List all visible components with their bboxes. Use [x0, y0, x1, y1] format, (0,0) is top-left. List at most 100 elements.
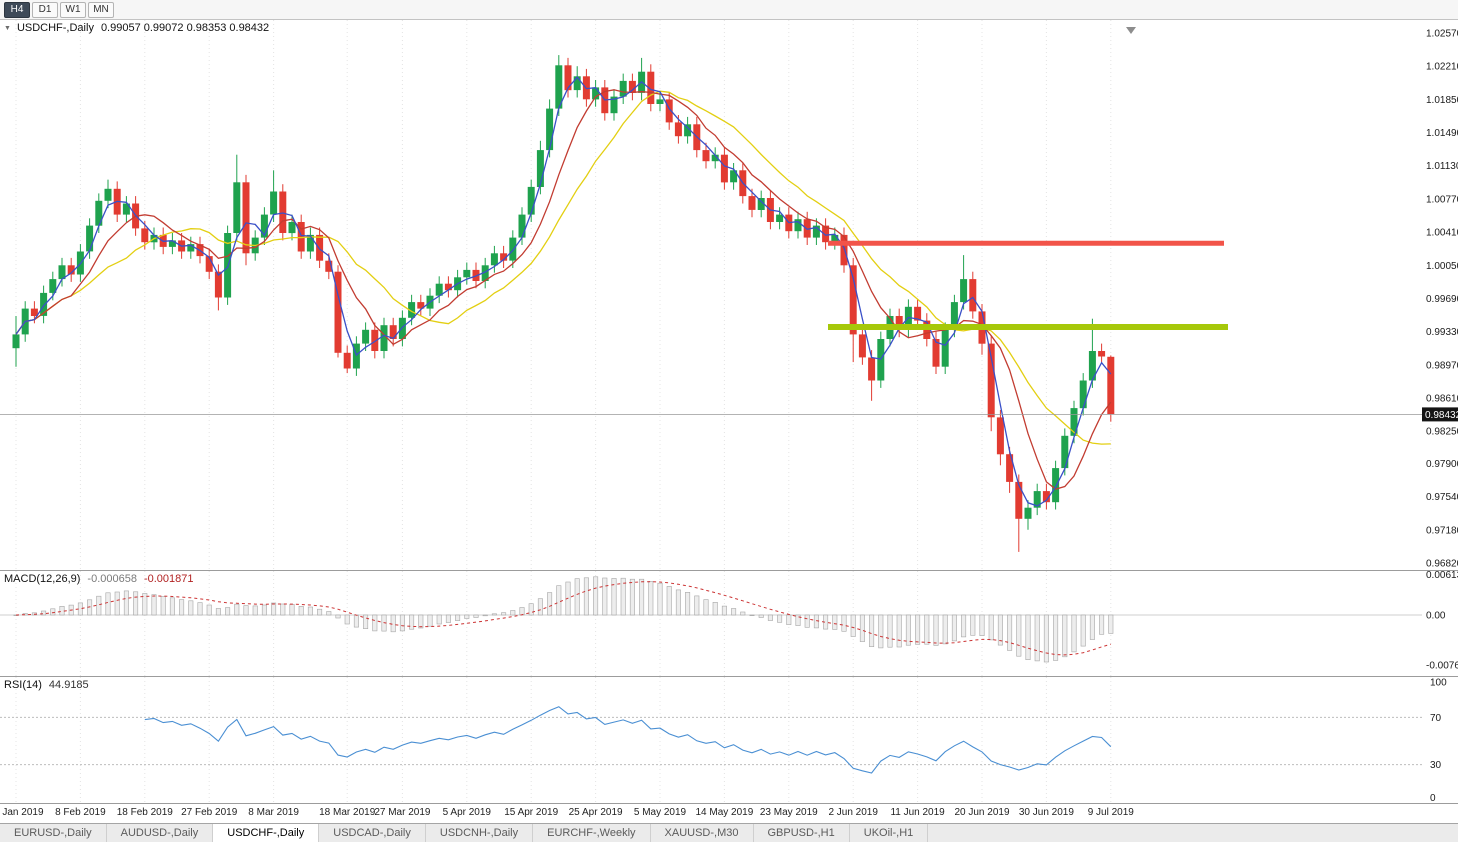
candle: [95, 200, 103, 226]
price-axis-label: 1.01490: [1426, 128, 1458, 139]
candle: [122, 203, 130, 215]
macd-canvas[interactable]: 0.00613 0.00 -0.00761: [0, 571, 1458, 676]
macd-histogram-bar: [767, 614, 773, 621]
macd-histogram-bar: [786, 614, 792, 625]
macd-histogram-bar: [1034, 614, 1040, 662]
candle: [518, 214, 526, 238]
candle: [1042, 491, 1050, 503]
candle: [564, 65, 572, 91]
macd-histogram-bar: [519, 607, 525, 616]
candle: [840, 234, 848, 266]
macd-histogram-bar: [841, 614, 847, 632]
candle: [362, 329, 370, 344]
candle: [141, 228, 149, 243]
candle: [996, 417, 1004, 455]
tab-eurusd-daily[interactable]: EURUSD-,Daily: [0, 824, 107, 842]
macd-axis-label: 0.00613: [1426, 571, 1458, 581]
macd-histogram-bar: [261, 604, 267, 616]
ma-line-3: [15, 76, 1112, 507]
date-axis[interactable]: 30 Jan 2019 8 Feb 2019 18 Feb 2019 27 Feb 2…: [0, 804, 1458, 823]
candle: [877, 339, 885, 381]
rsi-indicator-panel[interactable]: RSI(14) 44.9185 100 70 30 0: [0, 677, 1458, 804]
macd-histogram-bar: [160, 596, 166, 616]
timeframe-toolbar: H4 D1 W1 MN: [0, 0, 1458, 20]
candle: [647, 71, 655, 104]
macd-histogram-bar: [179, 599, 185, 616]
candle: [1098, 351, 1106, 357]
candle: [352, 343, 360, 369]
tab-gbpusd-h1[interactable]: GBPUSD-,H1: [754, 824, 850, 842]
candle: [932, 339, 940, 367]
candle: [233, 182, 241, 233]
tab-eurchf-weekly[interactable]: EURCHF-,Weekly: [533, 824, 651, 842]
tab-audusd-daily[interactable]: AUDUSD-,Daily: [107, 824, 214, 842]
date-label: 14 May 2019: [695, 807, 754, 818]
candle: [960, 279, 968, 303]
ma-line-13: [15, 90, 1111, 445]
chart-shift-icon[interactable]: [1126, 27, 1136, 34]
candle: [297, 222, 305, 252]
macd-histogram-bar: [114, 591, 120, 616]
macd-histogram-bar: [307, 606, 313, 616]
macd-histogram-bar: [869, 614, 875, 648]
timeframe-button-mn[interactable]: MN: [88, 1, 114, 18]
macd-histogram-bar: [1108, 614, 1114, 634]
rsi-label: RSI(14): [4, 679, 42, 691]
candle: [316, 234, 324, 261]
macd-histogram-bar: [795, 614, 801, 626]
macd-histogram-bar: [703, 599, 709, 616]
candle: [573, 76, 581, 91]
candle: [49, 279, 57, 293]
main-chart-panel[interactable]: ▼ USDCHF-,Daily 0.99057 0.99072 0.98353 …: [0, 20, 1458, 571]
candle: [371, 329, 379, 351]
macd-histogram-bar: [491, 613, 497, 616]
date-label: 8 Mar 2019: [248, 807, 299, 818]
tab-usdcnh-daily[interactable]: USDCNH-,Daily: [426, 824, 534, 842]
macd-histogram-bar: [813, 614, 819, 629]
macd-histogram-bar: [482, 614, 488, 617]
collapse-chart-icon[interactable]: ▼: [4, 24, 11, 32]
candle: [711, 154, 719, 162]
date-label: 23 May 2019: [759, 807, 818, 818]
macd-indicator-panel[interactable]: MACD(12,26,9) -0.000658 -0.001871 0.0061…: [0, 571, 1458, 677]
macd-histogram-bar: [933, 614, 939, 646]
candle: [260, 214, 268, 238]
candle: [868, 357, 876, 381]
timeframe-button-d1[interactable]: D1: [32, 1, 58, 18]
macd-histogram-bar: [648, 581, 654, 616]
macd-histogram-bar: [427, 614, 433, 627]
macd-histogram-bar: [593, 576, 599, 616]
candle: [665, 99, 673, 123]
macd-histogram-bar: [197, 602, 203, 616]
macd-histogram-bar: [731, 608, 737, 616]
timeframe-button-h4[interactable]: H4: [4, 1, 30, 18]
timeframe-button-w1[interactable]: W1: [60, 1, 86, 18]
rsi-canvas[interactable]: 100 70 30 0: [0, 677, 1458, 803]
candle: [1024, 507, 1032, 519]
macd-histogram-bar: [510, 610, 516, 616]
macd-axis-label: -0.00761: [1426, 661, 1458, 672]
main-chart-canvas[interactable]: 1.02570 1.02210 1.01850 1.01490 1.01130 1.007…: [0, 20, 1458, 570]
candle: [684, 124, 692, 137]
tab-usdchf-daily[interactable]: USDCHF-,Daily: [213, 824, 320, 842]
macd-histogram-bar: [317, 608, 323, 616]
tab-ukoil-h1[interactable]: UKOil-,H1: [850, 824, 929, 842]
candle: [619, 80, 627, 97]
candle: [30, 308, 38, 316]
candle: [500, 253, 508, 261]
tab-xauusd-m30[interactable]: XAUUSD-,M30: [651, 824, 754, 842]
macd-signal-value: -0.001871: [143, 573, 194, 585]
macd-histogram-bar: [951, 614, 957, 642]
candle: [86, 225, 94, 252]
candle: [205, 256, 213, 272]
tab-usdcad-daily[interactable]: USDCAD-,Daily: [319, 824, 426, 842]
candle: [628, 80, 636, 93]
candle: [969, 279, 977, 312]
candle: [822, 225, 830, 243]
macd-histogram-bar: [473, 614, 479, 618]
date-label: 18 Feb 2019: [116, 807, 173, 818]
candle: [656, 99, 664, 104]
